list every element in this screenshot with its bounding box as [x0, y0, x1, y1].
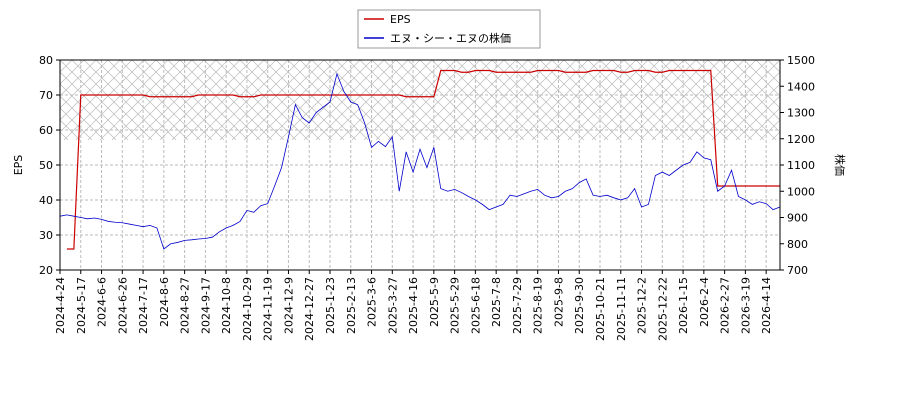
x-tick-label: 2024-11-19 [262, 277, 275, 341]
x-tick-label: 2024-8-27 [179, 277, 192, 334]
y2-tick-label: 800 [787, 238, 808, 251]
y2-tick-label: 1100 [787, 159, 815, 172]
legend-label: エヌ・シー・エヌの株価 [390, 31, 511, 45]
y-axis-label: EPS [12, 155, 25, 176]
legend [357, 9, 541, 49]
x-tick-label: 2025-3-6 [366, 277, 379, 327]
x-tick-label: 2024-8-6 [158, 277, 171, 327]
y2-tick-label: 1500 [787, 54, 815, 67]
series-line [59, 72, 781, 250]
x-tick-label: 2024-12-9 [282, 277, 295, 334]
y2-tick-label: 1200 [787, 133, 815, 146]
series-line [66, 69, 780, 250]
x-tick-label: 2024-5-17 [75, 277, 88, 334]
x-tick-label: 2024-10-8 [220, 277, 233, 334]
y-tick-label: 50 [39, 159, 53, 172]
y2-tick-label: 1300 [787, 107, 815, 120]
y-tick-label: 30 [39, 229, 53, 242]
x-tick-label: 2024-4-24 [54, 277, 67, 334]
x-tick-label: 2025-7-8 [490, 277, 503, 327]
x-tick-label: 2026-1-15 [677, 277, 690, 334]
y2-axis-label: 株価 [833, 154, 847, 176]
x-tick-label: 2026-2-4 [698, 277, 711, 327]
legend-label: EPS [390, 13, 411, 26]
y-tick-label: 70 [39, 89, 53, 102]
x-tick-label: 2026-3-19 [739, 277, 752, 334]
x-tick-label: 2025-5-29 [449, 277, 462, 334]
y2-tick-label: 900 [787, 212, 808, 225]
x-tick-label: 2025-9-30 [573, 277, 586, 334]
x-tick-label: 2024-10-29 [241, 277, 254, 341]
x-tick-label: 2025-9-8 [552, 277, 565, 327]
x-tick-label: 2025-4-16 [407, 277, 420, 334]
x-tick-label: 2025-6-18 [469, 277, 482, 334]
x-tick-label: 2025-11-11 [615, 277, 628, 341]
x-tick-label: 2025-7-29 [511, 277, 524, 334]
x-tick-label: 2024-6-26 [116, 277, 129, 334]
y2-tick-label: 700 [787, 264, 808, 277]
x-tick-label: 2024-6-6 [96, 277, 109, 327]
x-tick-label: 2024-9-17 [199, 277, 212, 334]
x-tick-label: 2024-12-27 [303, 277, 316, 341]
y2-tick-label: 1000 [787, 185, 815, 198]
x-tick-label: 2025-1-23 [324, 277, 337, 334]
x-tick-label: 2026-4-14 [760, 277, 773, 334]
x-tick-label: 2025-3-27 [386, 277, 399, 334]
y-tick-label: 60 [39, 124, 53, 137]
y2-tick-label: 1400 [787, 80, 815, 93]
x-tick-label: 2025-10-21 [594, 277, 607, 341]
y-tick-label: 80 [39, 54, 53, 67]
y-tick-label: 20 [39, 264, 53, 277]
x-tick-label: 2024-7-17 [137, 277, 150, 334]
hatch-region [60, 60, 780, 140]
x-tick-label: 2025-5-9 [428, 277, 441, 327]
x-tick-label: 2025-12-2 [636, 277, 649, 334]
x-tick-label: 2025-8-19 [532, 277, 545, 334]
x-tick-label: 2025-2-13 [345, 277, 358, 334]
x-tick-label: 2025-12-22 [656, 277, 669, 341]
y-tick-label: 40 [39, 194, 53, 207]
x-tick-label: 2026-2-27 [719, 277, 732, 334]
